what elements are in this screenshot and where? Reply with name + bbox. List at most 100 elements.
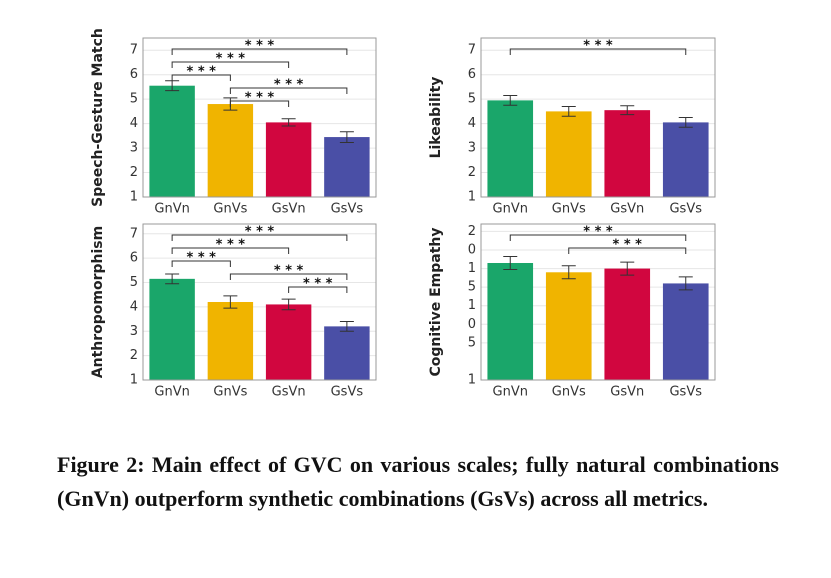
error-bar [281, 298, 296, 311]
x-tick-label: GsVn [272, 202, 306, 217]
x-tick-label: GnVn [154, 385, 189, 400]
error-bar [503, 256, 518, 270]
bar [324, 137, 370, 197]
error-bar [620, 261, 635, 276]
x-tick-label: GnVn [493, 385, 528, 400]
significance-bracket [171, 61, 290, 68]
significance-label: * * * [216, 52, 246, 67]
y-tick-label: 4 [468, 116, 476, 131]
significance-bracket [171, 74, 231, 81]
error-bar [339, 321, 354, 332]
y-axis-label: Anthropomorphism [90, 226, 106, 378]
y-tick-label: 7 [468, 43, 476, 58]
y-tick-label: 7 [130, 43, 138, 58]
y-axis-label: Speech-Gesture Match [90, 28, 106, 207]
error-bar [678, 276, 693, 291]
significance-label: * * * [187, 251, 217, 266]
bar [149, 85, 195, 197]
y-tick-label: 5 [130, 275, 138, 290]
bar [487, 100, 534, 197]
significance-bracket [509, 48, 687, 55]
bar [604, 110, 651, 197]
y-tick-label: 0 [468, 317, 476, 332]
x-tick-label: GnVn [493, 202, 528, 217]
error-bar [620, 105, 635, 116]
x-tick-label: GnVs [552, 202, 586, 217]
bar [545, 111, 592, 197]
y-tick-label: 3 [130, 324, 138, 339]
y-axis-label: Cognitive Empathy [428, 227, 444, 376]
significance-label: * * * [303, 277, 333, 292]
y-tick-label: 1 [468, 373, 476, 388]
significance-bracket [171, 48, 348, 55]
error-bar [339, 131, 354, 143]
significance-label: * * * [245, 225, 275, 240]
x-tick-label: GsVn [272, 385, 306, 400]
bar [265, 304, 312, 380]
y-tick-label: 5 [468, 92, 476, 107]
significance-bracket [568, 247, 687, 254]
y-tick-label: 6 [130, 67, 138, 82]
error-bar [561, 105, 576, 117]
significance-bracket [229, 273, 348, 280]
significance-label: * * * [187, 65, 217, 80]
y-tick-label: 3 [130, 141, 138, 156]
x-tick-label: GsVs [669, 202, 702, 217]
significance-label: * * * [245, 91, 275, 106]
y-tick-label: 0 [468, 243, 476, 258]
plot-frame [142, 223, 377, 381]
x-tick-label: GnVs [213, 385, 247, 400]
bar [324, 326, 370, 380]
x-tick-label: GnVn [154, 202, 189, 217]
figure: 1 2 3 4 5 6 7 Speech-Gesture Match GnVn GnVs GsVn G… [90, 28, 716, 400]
significance-label: * * * [274, 78, 304, 93]
x-tick-label: GsVn [610, 202, 644, 217]
error-bar [678, 117, 693, 128]
y-tick-label: 1 [468, 298, 476, 313]
plot-frame [480, 223, 716, 381]
y-tick-label: 5 [130, 92, 138, 107]
significance-label: * * * [274, 264, 304, 279]
significance-label: * * * [216, 238, 246, 253]
significance-label: * * * [613, 238, 643, 253]
significance-bracket [229, 100, 290, 107]
bar [545, 272, 592, 380]
y-tick-label: 3 [468, 141, 476, 156]
y-tick-label: 6 [130, 251, 138, 266]
y-tick-label: 2 [468, 224, 476, 239]
plot-frame [142, 37, 377, 198]
error-bar [165, 273, 180, 285]
y-tick-label: 2 [130, 348, 138, 363]
significance-bracket [171, 247, 290, 254]
y-tick-label: 4 [130, 116, 138, 131]
error-bar [503, 94, 518, 106]
bar [487, 263, 534, 380]
y-tick-label: 4 [130, 299, 138, 314]
bar [149, 278, 195, 380]
bar [662, 122, 709, 197]
y-tick-label: 1 [468, 261, 476, 276]
significance-bracket [509, 234, 687, 241]
bar [207, 104, 254, 197]
significance-bracket [288, 286, 348, 293]
y-tick-label: 7 [130, 226, 138, 241]
significance-bracket [229, 87, 348, 94]
y-axis-label: Likeability [428, 77, 444, 159]
y-tick-label: 1 [130, 190, 138, 205]
significance-bracket [171, 260, 231, 267]
y-tick-label: 1 [130, 373, 138, 388]
y-tick-label: 2 [130, 165, 138, 180]
error-bar [281, 118, 296, 127]
x-tick-label: GnVs [213, 202, 247, 217]
y-tick-label: 5 [468, 280, 476, 295]
significance-label: * * * [245, 39, 275, 54]
error-bar [223, 295, 238, 309]
x-tick-label: GsVs [331, 385, 364, 400]
significance-label: * * * [583, 39, 613, 54]
y-tick-label: 1 [468, 190, 476, 205]
plot-frame [480, 37, 716, 198]
bar [207, 302, 254, 380]
bar [604, 268, 651, 380]
bar [662, 283, 709, 380]
significance-bracket [171, 234, 348, 241]
